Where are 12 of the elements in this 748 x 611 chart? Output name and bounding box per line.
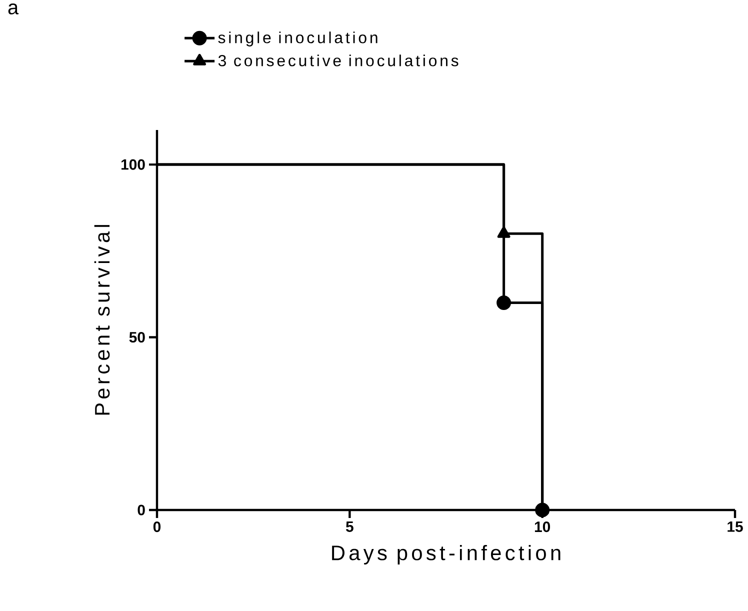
y-tick-label: 100 (121, 159, 145, 170)
legend-label: single inoculation (218, 32, 378, 46)
x-axis-title: Days post-infection (332, 544, 560, 564)
x-tick-label: 0 (153, 522, 161, 532)
legend-label: 3 consecutive inoculations (218, 54, 458, 66)
y-tick-label: 50 (129, 332, 145, 343)
text: a (8, 4, 19, 14)
x-tick-label: 5 (346, 522, 354, 532)
y-tick-label: 0 (138, 504, 145, 516)
x-tick-label: 15 (728, 522, 743, 532)
x-tick-label: 10 (534, 522, 550, 532)
y-axis-title: Percent survival (94, 225, 110, 415)
